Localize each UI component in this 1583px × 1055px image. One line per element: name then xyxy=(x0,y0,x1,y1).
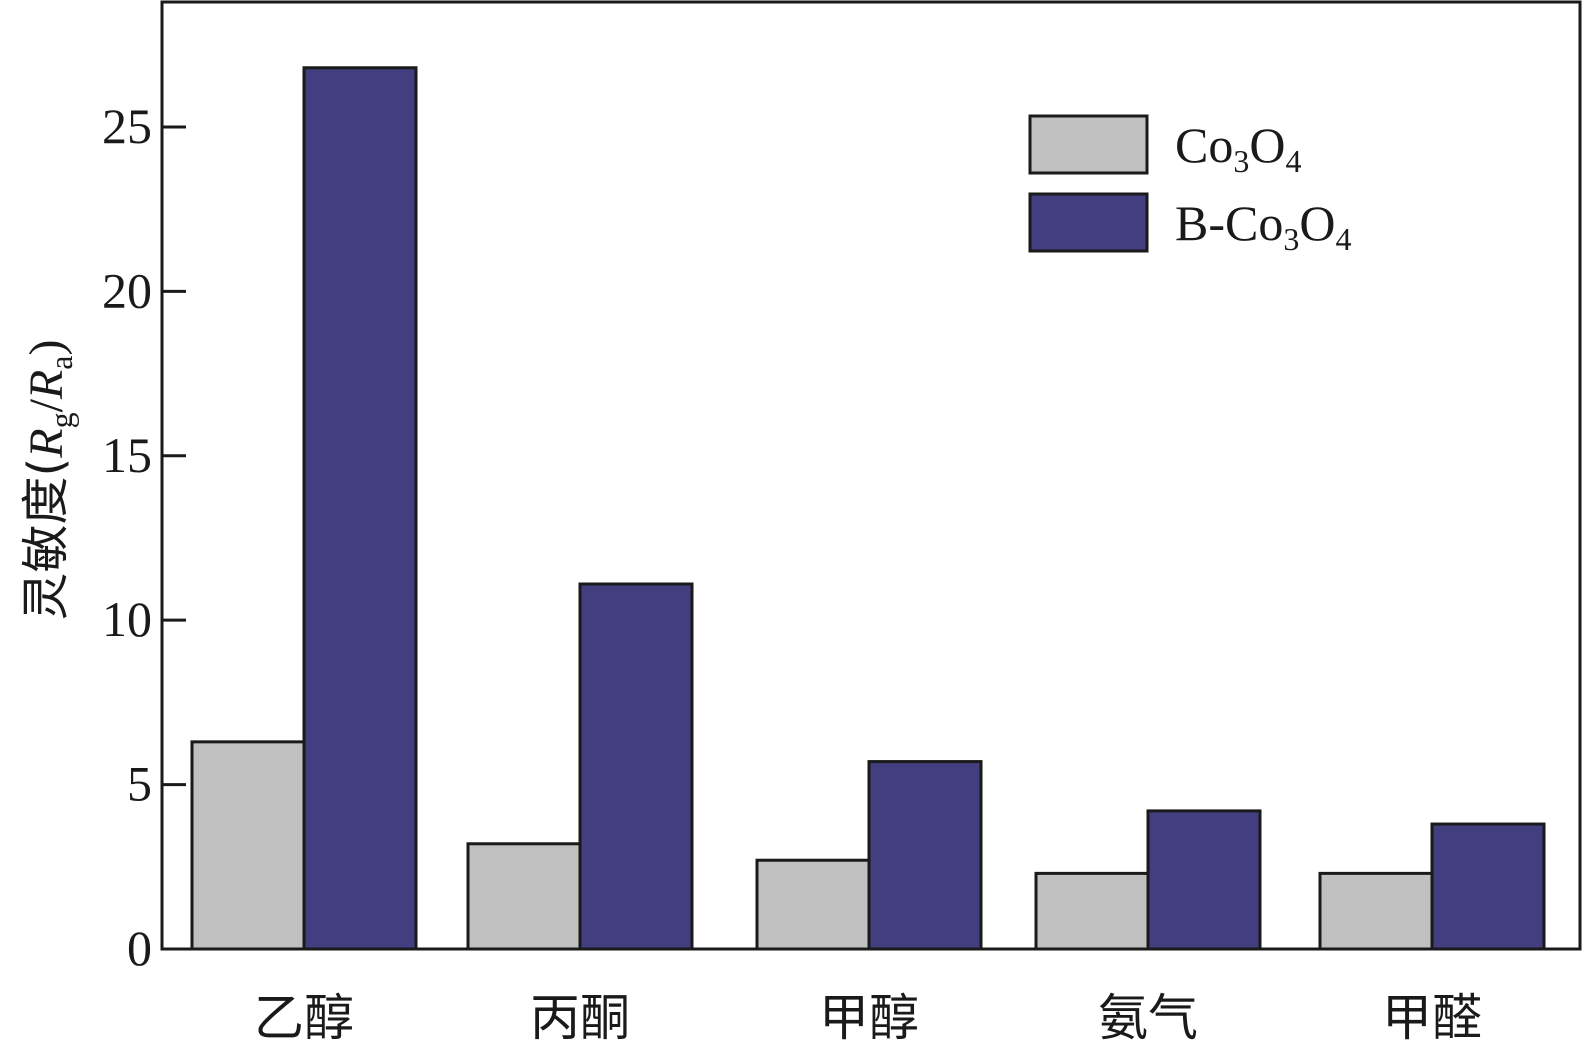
y-tick-label: 20 xyxy=(102,262,152,318)
x-category-label: 乙醇 xyxy=(254,989,354,1047)
y-tick-label: 10 xyxy=(102,591,152,647)
legend-swatch-b-co3o4 xyxy=(1028,192,1149,253)
y-axis-label-slash: / xyxy=(20,398,73,412)
y-tick-label: 25 xyxy=(102,98,152,154)
y-axis-label: 灵敏度(Rg/Ra) xyxy=(18,340,79,621)
bar-co3o4-3 xyxy=(1034,871,1150,951)
legend-b-co3o4-part2: O xyxy=(1299,195,1335,251)
y-axis-label-r1: R xyxy=(20,428,73,458)
legend-co3o4-part1: Co xyxy=(1175,117,1233,173)
legend-swatch-co3o4 xyxy=(1028,114,1149,175)
x-category-label: 氨气 xyxy=(1098,989,1198,1047)
y-axis-label-sub1: g xyxy=(43,412,79,428)
bar-b-co3o4-3 xyxy=(1146,809,1262,951)
bar-b-co3o4-1 xyxy=(578,582,694,951)
legend-b-co3o4-sub2: 4 xyxy=(1335,221,1351,257)
bar-b-co3o4-2 xyxy=(867,760,983,951)
x-category-label: 甲醇 xyxy=(819,989,919,1047)
x-category-label: 丙酮 xyxy=(530,989,630,1047)
y-tick-label: 0 xyxy=(127,920,152,976)
bar-co3o4-0 xyxy=(190,740,306,951)
legend-co3o4-sub1: 3 xyxy=(1233,143,1249,179)
legend: Co3O4 B-Co3O4 xyxy=(1028,114,1351,257)
y-axis-label-r2: R xyxy=(20,370,73,400)
y-tick-label: 15 xyxy=(102,427,152,483)
legend-label-b-co3o4: B-Co3O4 xyxy=(1175,195,1351,257)
x-axis: 乙醇 丙酮 甲醇 氨气 甲醛 xyxy=(254,989,1482,1047)
bar-b-co3o4-0 xyxy=(302,66,418,951)
bar-co3o4-4 xyxy=(1318,871,1434,951)
y-axis-label-suffix: ) xyxy=(20,340,73,356)
y-axis-label-prefix: 灵敏度( xyxy=(18,458,74,621)
y-axis-label-sub2: a xyxy=(43,356,79,370)
plot-frame xyxy=(160,0,1582,951)
bar-co3o4-1 xyxy=(466,842,582,951)
legend-co3o4-sub2: 4 xyxy=(1285,143,1301,179)
y-tick-label: 5 xyxy=(127,756,152,812)
legend-label-co3o4: Co3O4 xyxy=(1175,117,1301,179)
x-category-label: 甲醛 xyxy=(1382,989,1482,1047)
legend-co3o4-part2: O xyxy=(1249,117,1285,173)
legend-b-co3o4-part1: B-Co xyxy=(1175,195,1283,251)
bars-layer xyxy=(190,66,1546,951)
y-axis: 0 5 10 15 20 25 xyxy=(102,98,186,976)
bar-b-co3o4-4 xyxy=(1430,822,1546,951)
legend-b-co3o4-sub1: 3 xyxy=(1283,221,1299,257)
bar-co3o4-2 xyxy=(755,858,871,951)
